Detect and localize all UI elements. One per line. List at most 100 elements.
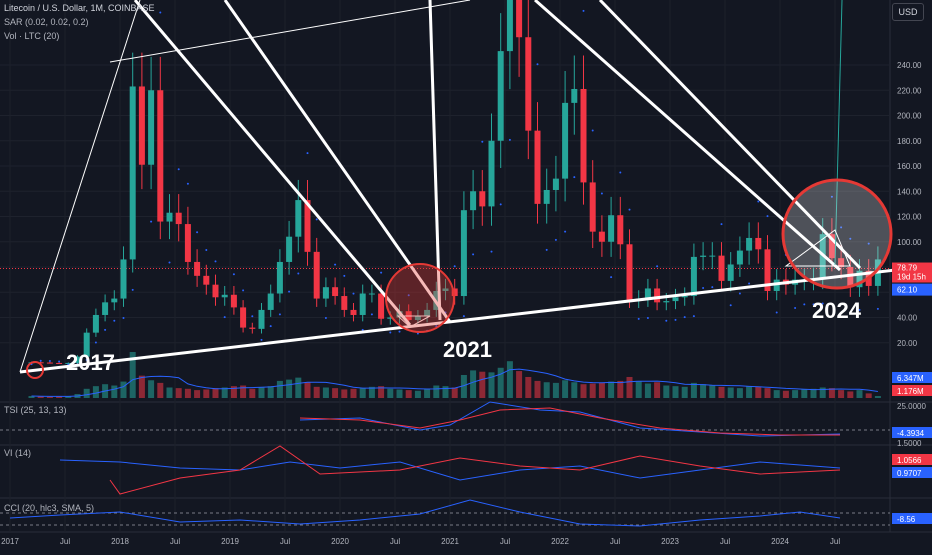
candle-body — [350, 309, 357, 315]
volume-series — [28, 352, 881, 398]
triangle-pattern — [396, 315, 431, 328]
vi-title: VI (14) — [4, 448, 31, 458]
sar-dot — [849, 237, 852, 240]
candle-body — [212, 284, 219, 298]
candle-body — [700, 255, 707, 257]
volume-bar — [718, 386, 725, 398]
candle-body — [221, 294, 228, 298]
sar-dot — [610, 276, 613, 279]
sar-dot — [812, 303, 815, 306]
sar-dot — [481, 140, 484, 143]
candle-body — [626, 244, 633, 300]
volume-bar — [782, 390, 789, 398]
candle-body — [562, 102, 569, 179]
candle-body — [442, 288, 449, 291]
sar-dot — [306, 152, 309, 155]
volume-bar — [828, 388, 835, 398]
cci-pane: CCI (20, hlc3, SMA, 5) -8.56 — [0, 499, 932, 527]
sar-dot — [39, 359, 42, 362]
sar-dot — [251, 315, 254, 318]
sar-dot — [867, 242, 870, 245]
candle-body — [368, 293, 375, 295]
candle-body — [506, 0, 513, 52]
volume-bar — [801, 389, 808, 398]
volume-bar — [148, 380, 155, 398]
tsi-signal-line — [299, 407, 840, 436]
candle-body — [37, 362, 44, 364]
sar-dot — [150, 220, 153, 223]
sar-dot — [168, 261, 171, 264]
sar-dot — [407, 294, 410, 297]
x-tick-label: Jul — [720, 537, 730, 546]
sar-dot — [775, 311, 778, 314]
sar-dot — [214, 260, 217, 263]
x-tick-label: 2018 — [111, 537, 129, 546]
volume-bar — [663, 385, 670, 398]
volume-bar — [433, 385, 440, 398]
volume-bar — [690, 382, 697, 398]
sar-dot — [665, 319, 668, 322]
sar-dot — [269, 325, 272, 328]
volume-bar — [240, 385, 247, 398]
volume-bar — [194, 390, 201, 398]
sar-dot — [803, 303, 806, 306]
volume-bar — [460, 375, 467, 398]
volume-bar — [709, 385, 716, 398]
drawings: 2017 2021 2024 — [19, 0, 896, 379]
sar-series — [30, 6, 879, 366]
candle-body — [681, 296, 688, 298]
sar-dot — [288, 290, 291, 293]
tsi-lower-label: 1.5000 — [897, 439, 922, 448]
volume-bar — [276, 380, 283, 398]
volume-ma-tag — [892, 372, 932, 383]
candle-body — [341, 296, 348, 310]
sar-dot — [508, 138, 511, 141]
cci-title: CCI (20, hlc3, SMA, 5) — [4, 503, 94, 513]
volume-tag — [892, 385, 932, 396]
candle-body — [286, 236, 293, 262]
sar-dot — [582, 9, 585, 12]
candle-body — [479, 191, 486, 207]
candle-body — [65, 362, 72, 364]
volume-bar — [598, 382, 605, 398]
candle-body — [378, 293, 385, 319]
sar-dot — [352, 292, 355, 295]
volume-bar — [736, 388, 743, 398]
volume-bar — [203, 389, 210, 398]
y-tick-label: 40.00 — [897, 314, 918, 323]
volume-bar — [865, 393, 872, 398]
currency-button[interactable]: USD — [892, 3, 924, 21]
y-tick-label: 180.00 — [897, 137, 922, 146]
candle-body — [240, 307, 247, 328]
x-axis: 2017 Jul 2018 Jul 2019 Jul 2020 Jul 2021 Jul 2022 J… — [1, 537, 840, 546]
volume-bar — [157, 382, 164, 398]
candle-body — [451, 288, 458, 297]
volume-bar — [617, 380, 624, 398]
sar-dot — [757, 200, 760, 203]
x-tick-label: Jul — [280, 537, 290, 546]
candle-body — [120, 259, 127, 299]
candle-body — [332, 287, 339, 297]
volume-legend: Vol · LTC (20) — [4, 31, 60, 41]
candle-body — [138, 86, 145, 165]
sar-dot — [720, 223, 723, 226]
sar-dot — [729, 304, 732, 307]
candle-body — [654, 288, 661, 303]
sar-dot — [536, 63, 539, 66]
candle-body — [727, 264, 734, 281]
volume-bar — [341, 389, 348, 398]
y-tick-label: 200.00 — [897, 112, 922, 121]
candle-body — [166, 212, 173, 222]
x-tick-label: Jul — [500, 537, 510, 546]
resistance-line — [534, 0, 841, 272]
sar-dot — [453, 265, 456, 268]
vi-plus-tag — [892, 454, 932, 465]
sar-dot — [177, 168, 180, 171]
candle-body — [617, 215, 624, 245]
volume-bar — [267, 386, 274, 398]
candle-body — [175, 212, 182, 225]
volume-label: 1.176M — [897, 387, 924, 396]
